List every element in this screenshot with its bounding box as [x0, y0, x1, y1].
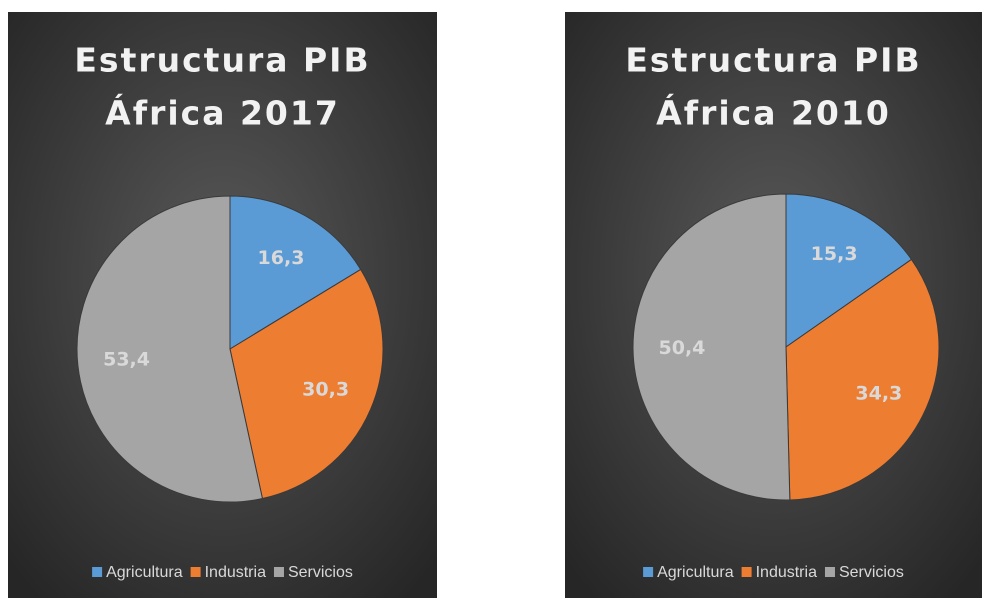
pie-slice — [76, 195, 264, 503]
legend-swatch — [190, 567, 201, 577]
legend-label: Industria — [205, 564, 266, 581]
pie-slice — [229, 268, 384, 500]
legend-label: Agricultura — [657, 564, 734, 581]
data-label: 16,3 — [258, 247, 305, 269]
pie-slice — [785, 193, 913, 348]
data-label: 34,3 — [855, 382, 902, 404]
legend-label: Industria — [756, 564, 817, 581]
data-label: 15,3 — [811, 243, 858, 265]
legend-label: Agricultura — [106, 564, 183, 581]
chart-title: África 2010 — [656, 93, 891, 133]
legend-label: Servicios — [839, 564, 904, 581]
data-label: 50,4 — [659, 337, 706, 359]
legend-swatch — [824, 567, 835, 577]
legend-label: Servicios — [288, 564, 353, 581]
legend-swatch — [273, 567, 284, 577]
legend-swatch — [643, 567, 654, 577]
chart-title: Estructura PIB — [625, 41, 921, 80]
data-label: 30,3 — [302, 379, 349, 401]
chart-title: Estructura PIB — [74, 41, 370, 80]
data-label: 53,4 — [103, 349, 150, 371]
chart-title: África 2017 — [105, 93, 340, 133]
legend-swatch — [741, 567, 752, 577]
legend-swatch — [92, 567, 103, 577]
pie-slice — [229, 195, 362, 350]
pie-slice — [632, 193, 791, 501]
pie-slice — [785, 258, 940, 501]
